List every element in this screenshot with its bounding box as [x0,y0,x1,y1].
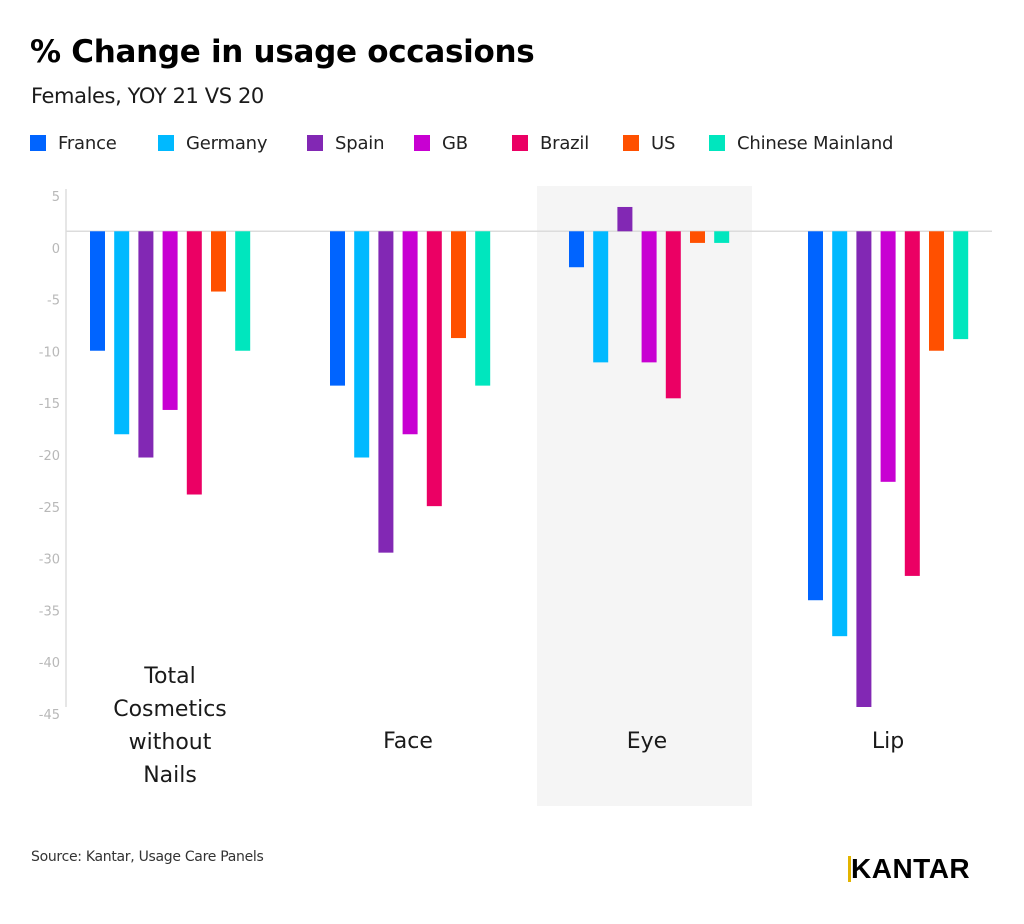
category-label: Total [143,664,195,689]
legend-swatch [414,135,430,151]
bar-germany [832,231,848,637]
legend-swatch [158,135,174,151]
chart-subtitle: Females, YOY 21 VS 20 [31,84,264,108]
bar-germany [354,231,370,458]
legend-label: Chinese Mainland [737,132,894,154]
bar-chinese-mainland [475,231,491,386]
bar-spain [138,231,154,458]
bar-france [808,231,823,601]
y-tick-label: -25 [39,501,60,516]
bar-spain [856,231,872,708]
legend: France Germany Spain GB Brazil US Chinese Main… [0,131,1024,155]
y-tick-label: 0 [52,242,60,257]
bar-chinese-mainland [953,231,969,340]
bar-us [690,231,705,243]
legend-item: Chinese Mainland [709,131,893,155]
legend-item: France [30,131,117,155]
legend-item: GB [414,131,468,155]
bar-france [90,231,105,351]
legend-item: US [623,131,675,155]
legend-swatch [709,135,725,151]
bar-us [211,231,226,292]
legend-swatch [623,135,639,151]
bar-germany [114,231,130,435]
legend-swatch [512,135,528,151]
chart-title: % Change in usage occasions [30,34,535,70]
bar-gb [641,231,657,363]
y-tick-label: -40 [39,656,60,671]
legend-label: Spain [335,132,385,154]
bar-germany [593,231,609,363]
bar-chinese-mainland [714,231,730,243]
bar-gb [402,231,418,435]
bar-brazil [426,231,442,507]
legend-label: US [651,132,676,154]
legend-label: Brazil [540,132,590,154]
legend-item: Germany [158,131,268,155]
y-tick-label: -45 [39,708,60,723]
legend-swatch [307,135,323,151]
bar-brazil [665,231,681,399]
category-label: without [129,730,212,755]
legend-label: GB [442,132,468,154]
bar-spain [617,206,633,232]
bar-chinese-mainland [235,231,251,351]
y-tick-label: -20 [39,449,60,464]
bar-us [929,231,944,351]
y-tick-label: -10 [39,345,60,360]
y-tick-label: -5 [47,294,60,309]
logo-accent-bar [848,856,851,882]
legend-label: France [58,132,117,154]
source-note: Source: Kantar, Usage Care Panels [31,849,264,865]
legend-item: Brazil [512,131,589,155]
category-label: Eye [627,729,667,754]
bar-gb [162,231,178,410]
y-tick-label: -30 [39,553,60,568]
bar-gb [880,231,896,482]
kantar-logo: KANTAR [848,853,970,885]
bar-brazil [186,231,202,495]
bar-france [569,231,584,268]
y-tick-label: -35 [39,604,60,619]
bar-brazil [904,231,920,576]
y-tick-label: -15 [39,397,60,412]
y-tick-label: 5 [52,190,60,205]
legend-label: Germany [186,132,268,154]
category-label: Lip [872,729,904,754]
category-label: Nails [143,763,197,788]
legend-swatch [30,135,46,151]
legend-item: Spain [307,131,384,155]
bar-spain [378,231,394,553]
bar-us [451,231,466,339]
bar-france [330,231,345,386]
category-label: Face [383,729,433,754]
logo-text: KANTAR [851,853,971,884]
category-label: Cosmetics [113,697,227,722]
